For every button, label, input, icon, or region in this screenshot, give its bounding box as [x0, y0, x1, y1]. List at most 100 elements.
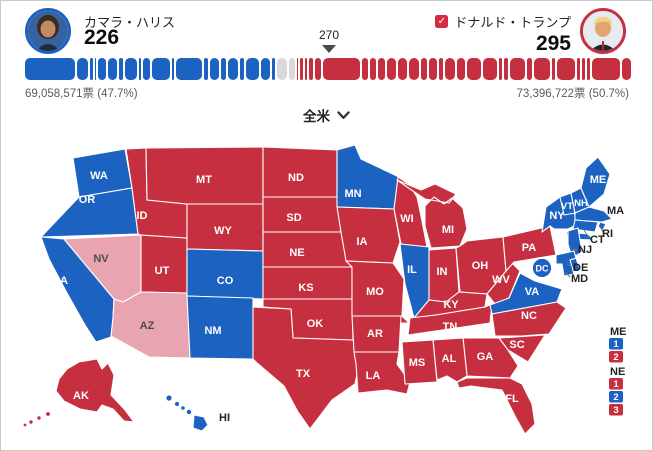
ev-segment-dem: [171, 58, 175, 80]
island-AK: [37, 416, 41, 420]
state-label-ME: ME: [590, 174, 607, 186]
chevron-down-icon[interactable]: [337, 110, 350, 120]
ev-segment-rep: [499, 58, 503, 80]
ev-segment-dem: [240, 58, 244, 80]
state-label-KS: KS: [298, 282, 313, 294]
ev-segment-dem: [107, 58, 117, 80]
ev-segment-dem: [98, 58, 106, 80]
state-CO[interactable]: [186, 248, 264, 300]
ev-segment-dem: [176, 58, 203, 80]
ev-segment-dem: [210, 58, 220, 80]
state-label-VA: VA: [525, 286, 540, 298]
state-FL[interactable]: [456, 377, 536, 435]
state-MD[interactable]: [555, 250, 577, 277]
callout-line: [598, 224, 604, 233]
state-LA[interactable]: [353, 351, 411, 395]
state-label-WI: WI: [400, 213, 413, 225]
state-DC[interactable]: [531, 257, 553, 279]
ev-segment-dem: [90, 58, 94, 80]
district-box-number: 3: [613, 405, 618, 416]
state-label-WV: WV: [492, 274, 510, 286]
trump-popular-vote: 73,396,722票 (50.7%): [516, 88, 629, 100]
island-HI: [181, 406, 185, 410]
ev-segment-dem: [228, 58, 239, 80]
district-box-NE-2: [609, 391, 623, 403]
trump-ev-count: 295: [535, 32, 571, 55]
state-label-KY: KY: [443, 299, 459, 311]
state-NE[interactable]: [262, 231, 353, 268]
harris-photo: [28, 11, 68, 51]
state-SD[interactable]: [262, 196, 342, 233]
district-box-NE-3: [609, 404, 623, 416]
state-IA[interactable]: [336, 206, 401, 264]
state-CT[interactable]: [572, 219, 599, 233]
state-label-CA: CA: [52, 275, 68, 287]
callout-line: [583, 229, 590, 239]
state-label-RI: RI: [602, 228, 613, 240]
region-selector-label[interactable]: 全米: [303, 109, 330, 124]
state-label-MO: MO: [366, 286, 384, 298]
ev-segment-rep: [587, 58, 590, 80]
state-label-WA: WA: [90, 170, 108, 182]
state-label-SC: SC: [509, 339, 524, 351]
state-HI[interactable]: [192, 414, 209, 432]
trump-block: ✓ ドナルド・トランプ 295: [435, 12, 571, 55]
state-UT[interactable]: [140, 234, 188, 294]
ev-segment-rep: [387, 58, 396, 80]
state-TX[interactable]: [252, 306, 363, 430]
ev-segment-dem: [272, 58, 276, 80]
state-RI[interactable]: [597, 221, 607, 231]
state-label-UT: UT: [155, 265, 170, 277]
state-label-GA: GA: [477, 351, 494, 363]
ev-segment-rep: [483, 58, 498, 80]
district-box-number: 2: [613, 392, 618, 403]
state-MS[interactable]: [401, 339, 438, 385]
state-label-MN: MN: [344, 188, 361, 200]
callout-line: [564, 271, 571, 278]
island-AK: [23, 423, 27, 427]
state-label-LA: LA: [366, 370, 381, 382]
ev-segment-rep: [457, 58, 465, 80]
state-MO[interactable]: [345, 260, 410, 324]
ev-segment-undecided: [289, 58, 295, 80]
state-NJ[interactable]: [567, 227, 583, 259]
threshold-270-label: 270: [318, 28, 340, 42]
district-box-number: 2: [613, 352, 618, 363]
state-label-FL: FL: [505, 393, 519, 405]
island-HI: [166, 395, 172, 401]
ev-segment-dem: [143, 58, 150, 80]
ev-segment-rep: [304, 58, 308, 80]
state-MI[interactable]: [396, 179, 468, 249]
callout-line: [571, 248, 578, 251]
ev-segment-rep: [509, 58, 525, 80]
district-box-number: 1: [613, 379, 619, 390]
state-label-IA: IA: [357, 236, 368, 248]
ev-segment-dem: [221, 58, 227, 80]
ev-segment-rep: [439, 58, 443, 80]
ev-segment-rep: [397, 58, 408, 80]
state-label-NJ: NJ: [578, 244, 592, 256]
state-NC[interactable]: [491, 301, 567, 337]
island-HI: [174, 401, 180, 407]
state-label-VT: VT: [561, 201, 573, 212]
state-label-AK: AK: [73, 390, 89, 402]
ev-segment-rep: [504, 58, 508, 80]
ev-segment-dem: [138, 58, 142, 80]
ev-segment-rep: [556, 58, 575, 80]
island-HI: [186, 409, 192, 415]
ev-segment-rep: [309, 58, 314, 80]
ev-segment-rep: [582, 58, 586, 80]
ev-segment-rep: [296, 58, 298, 80]
region-selector-dropdown[interactable]: 全米: [1, 105, 652, 125]
state-label-NE: NE: [289, 247, 304, 259]
island-AK: [46, 412, 50, 416]
district-box-ME-1: [609, 338, 623, 350]
ev-segment-dem: [118, 58, 123, 80]
state-AK[interactable]: [55, 358, 135, 423]
district-box-NE-1: [609, 378, 623, 390]
ev-segment-rep: [621, 58, 631, 80]
ev-segment-rep: [370, 58, 376, 80]
ev-segment-rep: [466, 58, 482, 80]
